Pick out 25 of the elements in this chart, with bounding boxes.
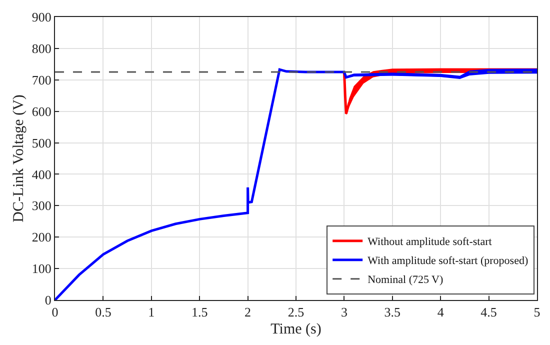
- x-tick-label: 2.5: [288, 304, 304, 320]
- x-tick-label: 4: [437, 304, 444, 320]
- x-tick-label: 5: [534, 304, 540, 320]
- x-tick-label: 4.5: [480, 304, 497, 320]
- x-tick-label: 3: [340, 304, 348, 320]
- x-tick-label: 1: [148, 304, 155, 320]
- legend-label: Without amplitude soft-start: [368, 236, 492, 248]
- y-tick-label: 200: [32, 230, 52, 245]
- y-tick-label: 300: [32, 198, 52, 214]
- y-tick-label: 900: [32, 10, 52, 25]
- y-tick-label: 400: [32, 166, 52, 182]
- y-tick-label: 100: [32, 261, 52, 276]
- y-axis-title: DC-Link Voltage (V): [11, 94, 28, 222]
- x-tick-label: 0.5: [95, 304, 112, 320]
- y-tick-label: 0: [44, 292, 52, 308]
- x-axis-title: Time (s): [270, 322, 322, 338]
- x-tick-label: 1.5: [191, 304, 208, 320]
- y-tick-label: 800: [32, 40, 52, 56]
- y-tick-label: 700: [32, 72, 52, 88]
- y-tick-label: 600: [32, 104, 52, 119]
- y-tick-label: 500: [32, 135, 52, 150]
- legend-label: With amplitude soft-start (proposed): [368, 255, 528, 268]
- legend-label: Nominal (725 V): [368, 274, 444, 286]
- x-tick-label: 3.5: [384, 304, 401, 320]
- x-tick-label: 2: [244, 304, 252, 320]
